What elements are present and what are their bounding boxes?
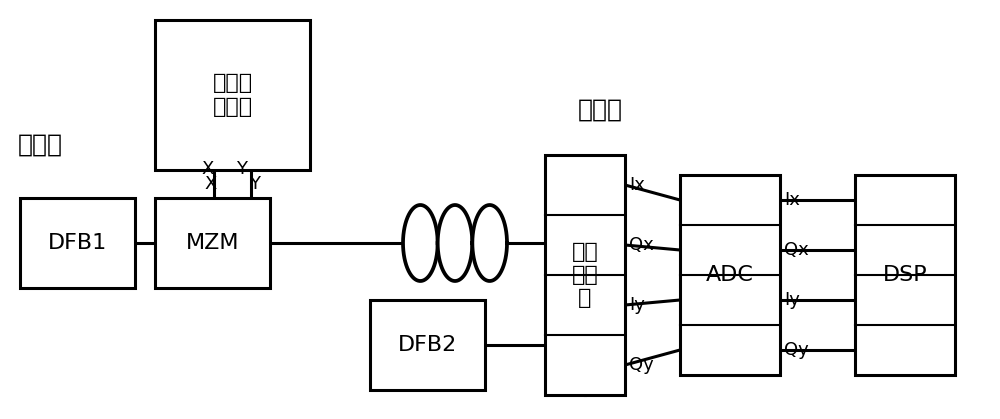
Text: X: X: [202, 160, 214, 178]
Text: Iy: Iy: [629, 296, 645, 314]
Text: ADC: ADC: [706, 265, 754, 285]
Text: Ix: Ix: [629, 176, 645, 194]
Text: DSP: DSP: [883, 265, 927, 285]
Polygon shape: [472, 205, 507, 281]
Bar: [20, 198, 135, 288]
Text: 接收端: 接收端: [578, 98, 622, 122]
Polygon shape: [438, 205, 472, 281]
Bar: [370, 300, 485, 390]
Text: Qx: Qx: [784, 241, 809, 259]
Bar: [680, 175, 780, 375]
Text: Iy: Iy: [784, 291, 800, 309]
Text: X: X: [205, 175, 217, 193]
Text: DFB2: DFB2: [398, 335, 457, 355]
Text: Qy: Qy: [629, 356, 654, 374]
Polygon shape: [403, 205, 438, 281]
Text: DFB1: DFB1: [48, 233, 107, 253]
Text: MZM: MZM: [186, 233, 239, 253]
Text: Y: Y: [249, 175, 260, 193]
Text: 发送端: 发送端: [18, 133, 63, 157]
Bar: [155, 198, 270, 288]
Text: Ix: Ix: [784, 191, 800, 209]
Text: 联合调
制单元: 联合调 制单元: [212, 73, 253, 116]
Bar: [545, 155, 625, 395]
Bar: [155, 20, 310, 170]
Text: Y: Y: [237, 160, 248, 178]
Text: Qy: Qy: [784, 341, 809, 359]
Text: 相干
接收
机: 相干 接收 机: [572, 242, 598, 308]
Text: Qx: Qx: [629, 236, 654, 254]
Bar: [855, 175, 955, 375]
